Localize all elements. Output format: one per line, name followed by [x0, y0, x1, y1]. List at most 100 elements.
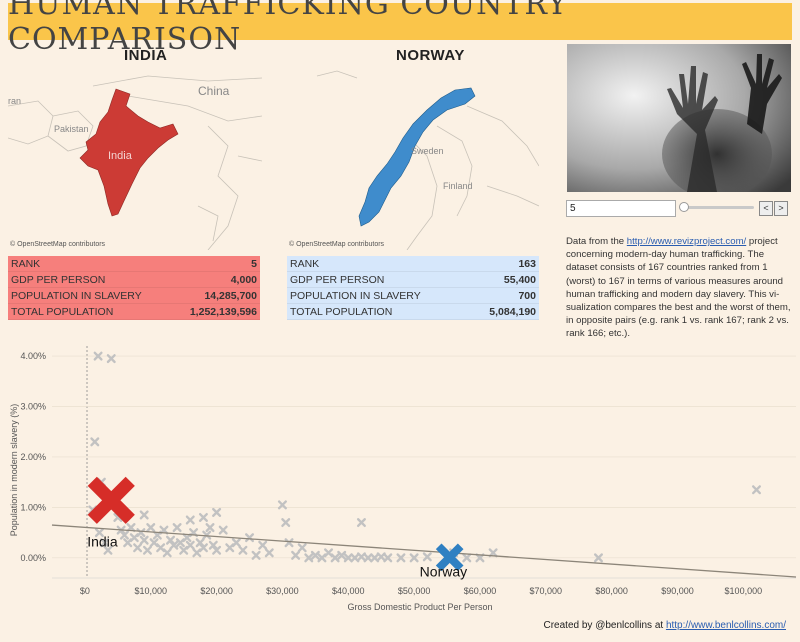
country-point[interactable]	[343, 553, 353, 563]
trend-line	[51, 524, 797, 578]
country-point[interactable]	[337, 550, 347, 560]
x-tick-labels: $0 $10,000 $20,000 $30,000 $40,000 $50,000 $60…	[80, 586, 762, 596]
country-point[interactable]	[356, 518, 366, 528]
hands-photo	[567, 44, 791, 192]
country-point[interactable]	[133, 543, 143, 553]
country-point[interactable]	[198, 543, 208, 553]
x-tick-label: $20,000	[200, 586, 233, 596]
rank-input[interactable]: 5	[566, 200, 676, 217]
x-tick-label: $0	[80, 586, 90, 596]
rank-slider-thumb[interactable]	[679, 202, 689, 212]
country-point[interactable]	[212, 545, 222, 555]
page-title: HUMAN TRAFFICKING COUNTRY COMPARISON	[8, 0, 568, 57]
india-map-shapes	[8, 75, 262, 250]
next-button[interactable]: >	[774, 201, 788, 216]
country-point[interactable]	[593, 553, 603, 563]
country-point[interactable]	[100, 538, 110, 548]
country-point[interactable]	[281, 518, 291, 528]
country-points	[88, 351, 761, 563]
country-point[interactable]	[330, 553, 340, 563]
prev-button[interactable]: <	[759, 201, 773, 216]
y-gridlines	[52, 355, 796, 559]
india-map[interactable]: China Pakistan India ran © OpenStreetMap…	[8, 66, 262, 250]
table-row: RANK 163	[287, 256, 539, 272]
country-point[interactable]	[383, 553, 393, 563]
country-point[interactable]	[297, 543, 307, 553]
country-point[interactable]	[751, 485, 761, 495]
country-point[interactable]	[284, 538, 294, 548]
stat-value: 5	[251, 258, 257, 270]
y-tick-label: 1.00%	[20, 502, 46, 512]
country-point[interactable]	[162, 548, 172, 558]
pakistan-label: Pakistan	[54, 124, 89, 134]
country-point[interactable]	[462, 553, 472, 563]
country-point[interactable]	[218, 525, 228, 535]
country-point[interactable]	[212, 507, 222, 517]
country-point[interactable]	[139, 535, 149, 545]
y-tick-labels: 0.00% 1.00% 2.00% 3.00% 4.00%	[20, 351, 46, 563]
x-tick-label: $10,000	[134, 586, 167, 596]
country-point[interactable]	[185, 515, 195, 525]
country-point[interactable]	[169, 540, 179, 550]
stat-label: GDP PER PERSON	[290, 274, 385, 286]
india-label: India	[108, 150, 132, 162]
country-point[interactable]	[166, 535, 176, 545]
hands-photo-image	[567, 44, 791, 192]
country-point[interactable]	[245, 533, 255, 543]
country-point[interactable]	[93, 351, 103, 361]
country-point[interactable]	[198, 512, 208, 522]
country-point[interactable]	[185, 540, 195, 550]
country-point[interactable]	[251, 550, 261, 560]
stat-label: TOTAL POPULATION	[11, 306, 114, 318]
revizproject-link[interactable]: http://www.revizproject.com/	[626, 236, 747, 247]
country-point[interactable]	[195, 538, 205, 548]
country-point[interactable]	[205, 523, 215, 533]
description-text: Data from the http://www.revizproject.co…	[566, 235, 794, 341]
country-point[interactable]	[277, 500, 287, 510]
table-row: TOTAL POPULATION 5,084,190	[287, 304, 539, 320]
country-point[interactable]	[310, 550, 320, 560]
stat-label: RANK	[11, 258, 41, 270]
country-point[interactable]	[106, 354, 116, 364]
country-point[interactable]	[304, 553, 314, 563]
y-tick-label: 2.00%	[20, 452, 46, 462]
country-point[interactable]	[409, 553, 419, 563]
country-point[interactable]	[90, 437, 100, 447]
stat-value: 14,285,700	[204, 290, 257, 302]
country-point[interactable]	[208, 540, 218, 550]
country-point[interactable]	[202, 530, 212, 540]
country-point[interactable]	[142, 545, 152, 555]
country-point[interactable]	[363, 553, 373, 563]
country-point[interactable]	[103, 545, 113, 555]
country-point[interactable]	[488, 548, 498, 558]
india-marker[interactable]	[87, 476, 135, 524]
norway-map-shapes	[316, 70, 539, 250]
norway-map[interactable]: Sweden Finland © OpenStreetMap contribut…	[287, 66, 539, 250]
credit-text: Created by @benlcollins at	[543, 620, 666, 631]
stat-value: 700	[518, 290, 536, 302]
stat-label: RANK	[290, 258, 320, 270]
china-label: China	[198, 84, 230, 98]
country-point[interactable]	[291, 550, 301, 560]
country-point[interactable]	[136, 528, 146, 538]
rank-slider-track[interactable]	[686, 206, 754, 209]
x-tick-label: $90,000	[661, 586, 694, 596]
stat-label: GDP PER PERSON	[11, 274, 106, 286]
country-point[interactable]	[396, 553, 406, 563]
country-point[interactable]	[231, 538, 241, 548]
country-point[interactable]	[264, 548, 274, 558]
norway-marker[interactable]	[435, 543, 464, 572]
country-point[interactable]	[139, 510, 149, 520]
country-point[interactable]	[258, 540, 268, 550]
country-point[interactable]	[146, 523, 156, 533]
country-point[interactable]	[422, 552, 432, 562]
country-point[interactable]	[172, 523, 182, 533]
table-row: POPULATION IN SLAVERY 700	[287, 288, 539, 304]
x-tick-label: $50,000	[398, 586, 431, 596]
y-tick-label: 0.00%	[20, 553, 46, 563]
country-point[interactable]	[119, 530, 129, 540]
benlcollins-link[interactable]: http://www.benlcollins.com/	[665, 620, 786, 631]
country-point[interactable]	[94, 528, 104, 538]
credit-line: Created by @benlcollins at http://www.be…	[544, 620, 787, 631]
country-point[interactable]	[238, 545, 248, 555]
